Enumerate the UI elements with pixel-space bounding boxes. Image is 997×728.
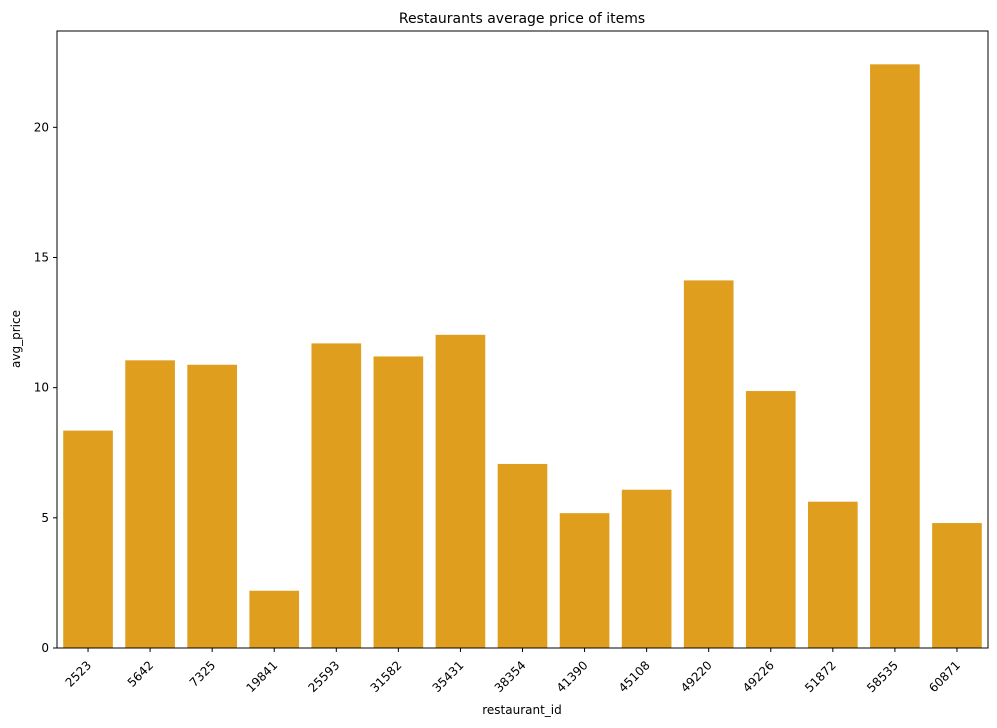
x-axis: 2523 5642 7325 19841 25593 31582 35431 38354 413… (63, 648, 963, 695)
x-tick-label: 35431 (430, 658, 467, 695)
x-tick-label: 7325 (187, 658, 218, 689)
x-axis-title: restaurant_id (482, 703, 562, 717)
bar-7325 (187, 364, 237, 648)
bar-51872 (808, 501, 858, 648)
x-tick-label: 38354 (492, 658, 529, 695)
bar-25593 (311, 343, 362, 648)
x-tick-label: 60871 (926, 658, 963, 695)
bar-41390 (559, 513, 610, 648)
y-tick-label: 10 (34, 381, 49, 395)
x-tick-label: 2523 (63, 658, 94, 689)
y-axis-title: avg_price (9, 310, 23, 368)
bar-49226 (745, 391, 796, 648)
bar-49220 (683, 280, 734, 648)
bar-38354 (497, 463, 548, 648)
bar-45108 (621, 489, 672, 648)
x-tick-label: 49220 (678, 658, 715, 695)
bar-60871 (932, 523, 982, 648)
bar-5642 (125, 360, 175, 648)
y-tick-label: 20 (34, 120, 49, 134)
bar-2523 (63, 430, 113, 648)
y-tick-label: 0 (41, 641, 49, 655)
x-tick-label: 31582 (368, 658, 405, 695)
y-axis: 0 5 10 15 20 (34, 120, 57, 655)
x-tick-label: 45108 (616, 658, 653, 695)
bar-31582 (373, 356, 424, 648)
x-tick-label: 19841 (243, 658, 280, 695)
bar-35431 (435, 334, 486, 648)
x-tick-label: 25593 (306, 658, 343, 695)
x-tick-label: 41390 (554, 658, 591, 695)
plot-area (63, 64, 982, 649)
x-tick-label: 5642 (125, 658, 156, 689)
y-tick-label: 15 (34, 250, 49, 264)
x-tick-label: 49226 (740, 658, 777, 695)
bar-58535 (870, 64, 920, 649)
x-tick-label: 51872 (802, 658, 839, 695)
y-tick-label: 5 (41, 511, 49, 525)
x-tick-label: 58535 (864, 658, 901, 695)
chart-title: Restaurants average price of items (399, 11, 645, 27)
bar-19841 (249, 590, 300, 648)
